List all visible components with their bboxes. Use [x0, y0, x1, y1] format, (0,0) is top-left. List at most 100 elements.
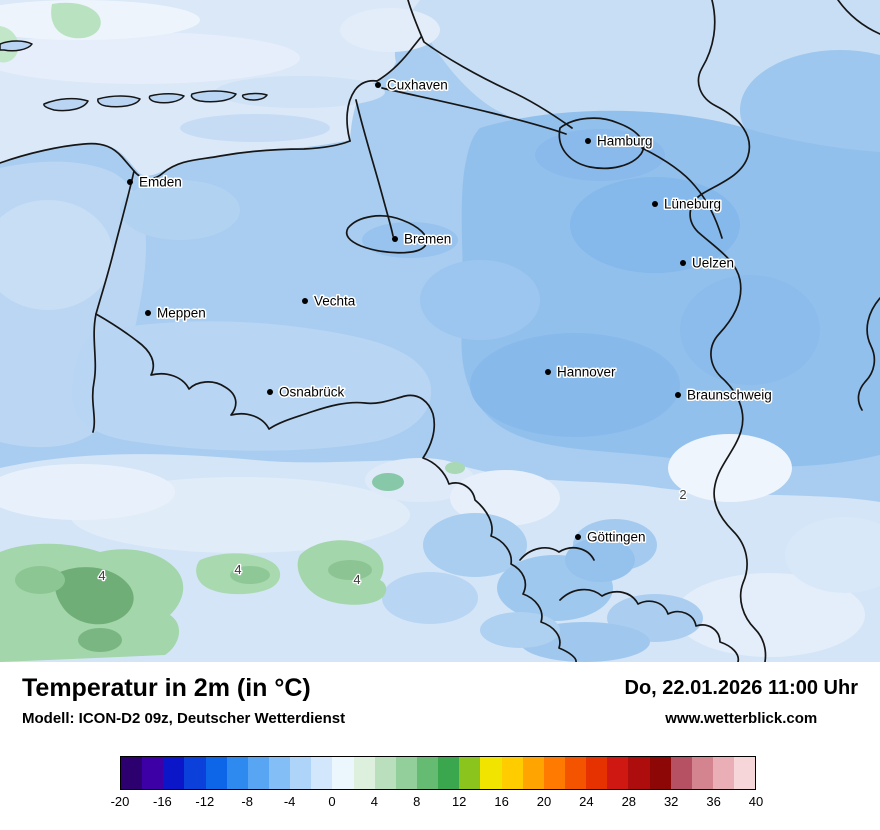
legend-tick-label: 0	[328, 794, 336, 809]
legend-color-segment	[712, 757, 735, 789]
legend-color-segment	[416, 757, 439, 789]
legend-color-segment	[163, 757, 185, 789]
legend-color-segment	[438, 757, 460, 789]
legend-tick-label: 28	[621, 794, 637, 809]
title-block: Temperatur in 2m (in °C) Modell: ICON-D2…	[22, 674, 345, 727]
legend-tick-label: 8	[413, 794, 421, 809]
city-marker: Osnabrück	[267, 383, 346, 401]
legend-color-segment	[564, 757, 587, 789]
city-markers: Cuxhaven Hamburg Emden Lüneburg Bremen Uelzen…	[127, 76, 773, 546]
city-marker: Braunschweig	[675, 386, 773, 404]
city-marker: Bremen	[392, 230, 453, 248]
legend-tick-label: 36	[706, 794, 721, 809]
legend-color-segment	[268, 757, 291, 789]
city-marker: Meppen	[145, 304, 207, 322]
city-dot	[267, 389, 273, 395]
legend-color-segment	[480, 757, 502, 789]
legend-color-segment	[459, 757, 481, 789]
legend-color-segment	[522, 757, 544, 789]
legend-color-segment	[247, 757, 269, 789]
legend-ticks: -20 -16 -12 -8 -4 0 4 8 12 16 20 24 28 32 36 40	[111, 794, 764, 812]
temperature-value-label: 2	[679, 487, 686, 502]
legend-color-segment	[607, 757, 629, 789]
legend-tick-label: -4	[283, 794, 296, 809]
city-label: Braunschweig	[687, 388, 772, 403]
model-info: Modell: ICON-D2 09z, Deutscher Wetterdie…	[22, 709, 346, 727]
city-dot	[585, 138, 591, 144]
legend-color-segment	[121, 757, 143, 789]
city-marker: Emden	[127, 173, 183, 191]
city-marker: Vechta	[302, 292, 357, 310]
date-block: Do, 22.01.2026 11:00 Uhr www.wetterblick…	[625, 674, 858, 727]
city-label: Göttingen	[587, 530, 646, 545]
city-dot	[680, 260, 686, 266]
legend-color-segment	[184, 757, 206, 789]
city-label: Vechta	[314, 294, 356, 309]
legend-tick-label: 20	[536, 794, 552, 809]
legend-tick-label: 16	[494, 794, 509, 809]
city-label: Emden	[139, 175, 182, 190]
value-labels: 4 4 4 2	[97, 486, 688, 589]
city-label: Hamburg	[597, 134, 653, 149]
legend-tick-label: 40	[748, 794, 764, 809]
website-label: www.wetterblick.com	[665, 710, 818, 727]
legend-color-segment	[734, 757, 756, 789]
city-dot	[392, 236, 398, 242]
city-dot	[375, 82, 381, 88]
legend-tick-label: -20	[110, 794, 130, 809]
map: 4 4 4 2 Cuxhaven Hamburg Emden Lüneburg Bremen U…	[0, 0, 880, 662]
legend-tick-label: -12	[195, 794, 215, 809]
legend-tick-label: 24	[579, 794, 594, 809]
city-marker: Lüneburg	[652, 195, 723, 213]
city-label: Lüneburg	[664, 197, 721, 212]
page-title: Temperatur in 2m (in °C)	[22, 674, 311, 702]
city-label: Osnabrück	[279, 385, 345, 400]
legend-tick-label: -16	[152, 794, 172, 809]
legend-color-segment	[543, 757, 565, 789]
city-label: Bremen	[404, 232, 451, 247]
temperature-value-label: 4	[98, 568, 105, 583]
legend-tick-label: -8	[241, 794, 253, 809]
legend-tick-label: 4	[370, 794, 379, 809]
city-marker: Göttingen	[575, 528, 647, 546]
city-dot	[145, 310, 151, 316]
legend-color-segment	[142, 757, 164, 789]
legend-color-segment	[649, 757, 671, 789]
legend-color-segment	[670, 757, 692, 789]
city-label: Meppen	[157, 306, 206, 321]
temperature-value-label: 4	[353, 572, 360, 587]
city-dot	[575, 534, 581, 540]
city-dot	[127, 179, 133, 185]
city-marker: Hannover	[545, 363, 618, 381]
legend-color-segment	[586, 757, 608, 789]
islands	[0, 40, 268, 112]
temperature-value-label: 4	[234, 562, 241, 577]
city-marker: Cuxhaven	[375, 76, 449, 94]
city-label: Uelzen	[692, 256, 734, 271]
city-dot	[652, 201, 658, 207]
coastline-and-borders	[0, 0, 880, 662]
legend: -20 -16 -12 -8 -4 0 4 8 12 16 20 24 28 32 36 40	[111, 756, 764, 812]
footer: Temperatur in 2m (in °C) Modell: ICON-D2…	[0, 662, 880, 830]
city-marker: Hamburg	[585, 132, 654, 150]
legend-tick-label: 12	[451, 794, 467, 809]
legend-color-segment	[628, 757, 650, 789]
legend-color-segment	[311, 757, 333, 789]
legend-color-segment	[374, 757, 396, 789]
city-dot	[302, 298, 308, 304]
legend-color-segment	[205, 757, 227, 789]
map-svg: 4 4 4 2 Cuxhaven Hamburg Emden Lüneburg Bremen U…	[0, 0, 880, 662]
legend-color-segment	[691, 757, 713, 789]
city-marker: Uelzen	[680, 254, 736, 272]
city-dot	[675, 392, 681, 398]
legend-color-segment	[353, 757, 375, 789]
legend-color-segment	[501, 757, 523, 789]
legend-color-segment	[395, 757, 417, 789]
legend-color-segment	[290, 757, 312, 789]
forecast-datetime: Do, 22.01.2026 11:00 Uhr	[624, 677, 858, 699]
legend-bar	[120, 756, 756, 790]
legend-tick-label: 32	[663, 794, 679, 809]
city-dot	[545, 369, 551, 375]
legend-color-segment	[226, 757, 248, 789]
